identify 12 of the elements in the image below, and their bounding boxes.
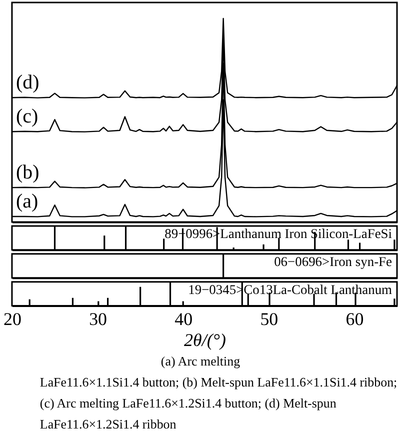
x-tick-label: 40 <box>174 309 193 330</box>
series-label: (a) <box>16 190 38 213</box>
series-label: (c) <box>16 106 38 128</box>
x-axis-title: 2θ/(°) <box>184 330 226 350</box>
series-label: (b) <box>16 162 40 184</box>
text: (a) Arc melting LaFe11.6×1.1Si1.4 button; (b) Melt-spun LaFe11.6×1.1Si1.4 ribbon; (c) Arc melting LaFe11.6×1.2Si1.4 button; (d) Melt-spun LaFe11.6×1.2Si1.4 ribbon <box>40 354 398 432</box>
x-tick-label: 60 <box>346 309 364 330</box>
x-tick-label: 30 <box>89 309 108 330</box>
series-label: (d) <box>16 72 40 94</box>
annotation: 06−0696>Iron syn-Fe <box>274 254 392 269</box>
x-tick-label: 20 <box>4 309 22 330</box>
x-tick-label: 50 <box>260 309 278 330</box>
